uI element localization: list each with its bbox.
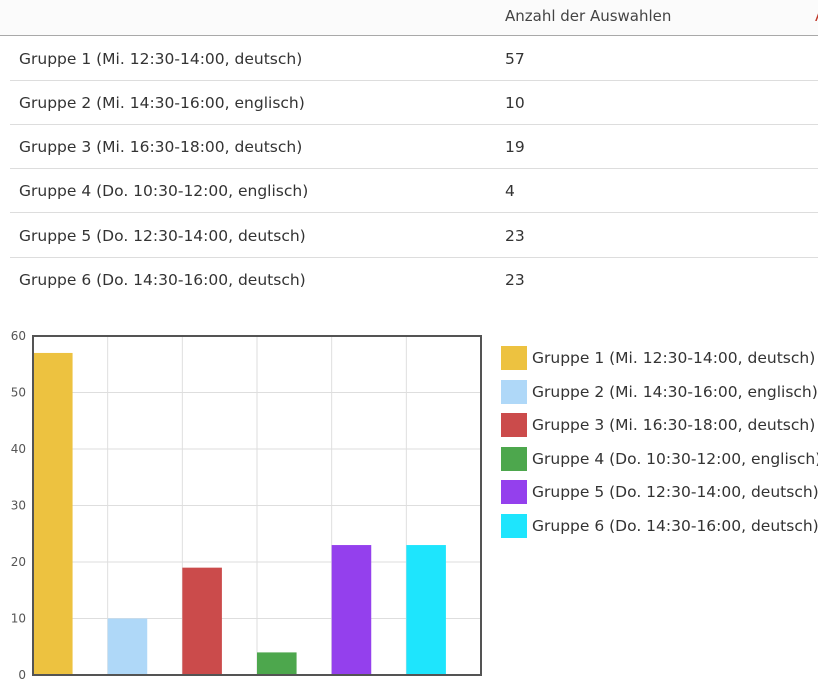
bar	[107, 618, 148, 675]
legend-label: Gruppe 4 (Do. 10:30-12:00, englisch)	[532, 449, 818, 468]
table-row: Gruppe 6 (Do. 14:30-16:00, deutsch) 23	[10, 258, 818, 302]
bar	[257, 652, 297, 675]
row-count: 19	[505, 138, 525, 156]
bar	[33, 352, 73, 675]
row-group-name: Gruppe 4 (Do. 10:30-12:00, englisch)	[19, 182, 309, 200]
legend-swatch	[501, 513, 527, 538]
legend-label: Gruppe 2 (Mi. 14:30-16:00, englisch)	[532, 382, 818, 401]
legend-label: Gruppe 5 (Do. 12:30-14:00, deutsch)	[532, 483, 818, 502]
row-count: 23	[505, 271, 525, 289]
y-tick-label: 0	[18, 668, 26, 682]
count-column-header: Anzahl der Auswahlen	[505, 7, 672, 25]
row-group-name: Gruppe 6 (Do. 14:30-16:00, deutsch)	[19, 271, 306, 289]
legend-swatch	[501, 446, 527, 471]
table-header: Anzahl der Auswahlen A	[0, 0, 818, 36]
y-tick-label: 10	[11, 612, 26, 626]
table-row: Gruppe 3 (Mi. 16:30-18:00, deutsch) 19	[10, 125, 818, 169]
bar	[331, 545, 372, 675]
row-count: 23	[505, 227, 525, 245]
table-row: Gruppe 5 (Do. 12:30-14:00, deutsch) 23	[10, 214, 818, 258]
legend-swatch	[501, 346, 527, 370]
legend-label: Gruppe 6 (Do. 14:30-16:00, deutsch)	[532, 516, 818, 535]
legend-swatch	[501, 480, 527, 505]
table-row: Gruppe 1 (Mi. 12:30-14:00, deutsch) 57	[10, 37, 818, 81]
legend-label: Gruppe 3 (Mi. 16:30-18:00, deutsch)	[532, 416, 816, 435]
clipped-column-header: A	[815, 7, 818, 25]
bar	[406, 545, 446, 675]
y-tick-label: 40	[11, 442, 26, 456]
row-group-name: Gruppe 5 (Do. 12:30-14:00, deutsch)	[19, 227, 306, 245]
legend-label: Gruppe 1 (Mi. 12:30-14:00, deutsch)	[532, 349, 816, 367]
legend-swatch	[501, 379, 527, 404]
y-tick-label: 30	[11, 499, 26, 513]
legend-swatch	[501, 413, 527, 438]
row-count: 57	[505, 50, 525, 68]
row-count: 10	[505, 94, 525, 112]
row-count: 4	[505, 182, 515, 200]
row-group-name: Gruppe 2 (Mi. 14:30-16:00, englisch)	[19, 94, 305, 112]
row-group-name: Gruppe 1 (Mi. 12:30-14:00, deutsch)	[19, 50, 303, 68]
bar	[182, 567, 222, 675]
bar-chart: 0 10 20 30 40 50 60	[11, 329, 482, 682]
y-tick-label: 60	[11, 329, 26, 343]
row-group-name: Gruppe 3 (Mi. 16:30-18:00, deutsch)	[19, 138, 303, 156]
y-tick-label: 20	[11, 555, 26, 569]
table-row: Gruppe 4 (Do. 10:30-12:00, englisch) 4	[10, 169, 818, 213]
plot-frame	[32, 335, 482, 676]
y-tick-label: 50	[11, 386, 26, 400]
table-row: Gruppe 2 (Mi. 14:30-16:00, englisch) 10	[10, 81, 818, 125]
